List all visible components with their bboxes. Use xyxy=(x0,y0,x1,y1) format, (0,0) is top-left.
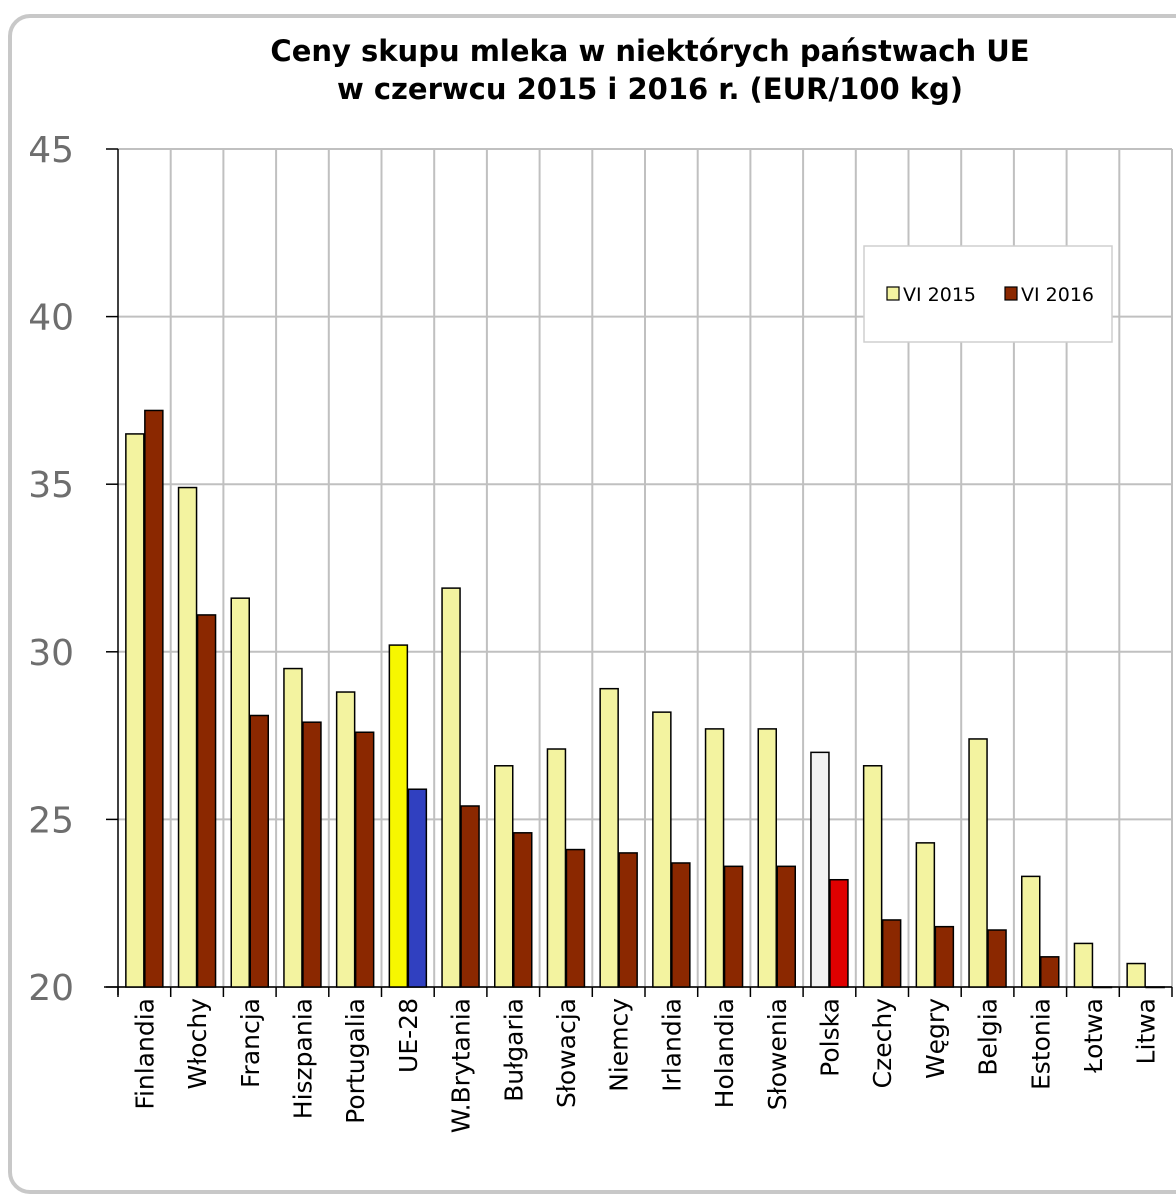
y-tick-label: 45 xyxy=(28,130,74,171)
bar-2015 xyxy=(388,644,409,988)
y-tick-label: 30 xyxy=(28,633,74,674)
bar-2016 xyxy=(460,805,480,988)
bar-2015 xyxy=(915,842,936,988)
bar-2016 xyxy=(302,721,322,988)
x-tick-label: UE-28 xyxy=(394,998,423,1073)
legend-label: VI 2015 xyxy=(903,284,976,306)
bar-2016 xyxy=(354,731,375,988)
y-tick-label: 40 xyxy=(28,298,74,339)
bar-2015 xyxy=(335,691,356,988)
y-tick-label: 20 xyxy=(28,968,74,1009)
x-tick-label: Finlandia xyxy=(130,998,159,1110)
bar-2016 xyxy=(618,852,638,988)
bar-2016 xyxy=(934,925,955,988)
x-tick-label: Litwa xyxy=(1132,998,1161,1064)
y-tick-label: 25 xyxy=(28,800,74,841)
legend-swatch xyxy=(1004,286,1018,301)
bar-2015 xyxy=(652,711,672,988)
x-tick-label: Bułgaria xyxy=(499,998,528,1102)
bar-2016 xyxy=(407,788,428,988)
chart-title-line1: Ceny skupu mleka w niektórych państwach … xyxy=(270,34,1030,68)
x-tick-label: Polska xyxy=(815,998,844,1077)
y-tick-label: 35 xyxy=(28,465,74,506)
x-tick-label: Czechy xyxy=(868,998,897,1089)
x-tick-label: Portugalia xyxy=(341,998,370,1124)
x-tick-label: Włochy xyxy=(183,998,212,1090)
bar-2016 xyxy=(249,714,269,988)
bar-2015 xyxy=(494,765,514,988)
bar-2016 xyxy=(1092,986,1113,989)
bar-2015 xyxy=(1021,875,1041,988)
chart-title: Ceny skupu mleka w niektórych państwach … xyxy=(240,32,1060,108)
bar-2015 xyxy=(968,738,988,988)
bar-2015 xyxy=(599,687,619,988)
x-tick-label: W.Brytania xyxy=(447,998,476,1133)
bar-2016 xyxy=(776,865,796,988)
bar-2015 xyxy=(546,748,567,988)
bar-2016 xyxy=(881,919,902,988)
legend-label: VI 2016 xyxy=(1021,284,1094,306)
x-tick-label: Estonia xyxy=(1026,998,1055,1090)
bar-2015 xyxy=(125,433,145,988)
x-tick-label: Niemcy xyxy=(605,998,634,1092)
bar-2016 xyxy=(1145,986,1165,989)
x-tick-label: Słowenia xyxy=(763,998,792,1110)
bar-2015 xyxy=(283,667,303,988)
chart-title-line2: w czerwcu 2015 i 2016 r. (EUR/100 kg) xyxy=(336,72,964,106)
bar-2015 xyxy=(757,728,777,988)
bar-2015 xyxy=(704,728,725,988)
legend-swatch xyxy=(886,286,900,301)
x-tick-label: Irlandia xyxy=(657,998,686,1092)
bar-2016 xyxy=(987,929,1007,988)
bar-2016 xyxy=(144,409,164,988)
legend-box xyxy=(863,245,1113,343)
bar-2016 xyxy=(671,862,691,988)
x-tick-label: Łotwa xyxy=(1079,998,1108,1074)
x-tick-label: Holandia xyxy=(710,998,739,1108)
bar-2016 xyxy=(513,832,533,988)
bar-2016 xyxy=(1040,956,1060,988)
bar-2016 xyxy=(565,848,586,988)
x-tick-label: Hiszpania xyxy=(288,998,317,1119)
x-tick-label: Belgia xyxy=(974,998,1003,1076)
bar-2015 xyxy=(177,486,198,988)
bar-2015 xyxy=(810,751,830,988)
bar-2015 xyxy=(1126,962,1146,988)
bar-2016 xyxy=(196,614,217,988)
bar-2016 xyxy=(829,878,849,988)
x-tick-label: Słowacja xyxy=(552,998,581,1108)
bar-2016 xyxy=(723,865,744,988)
bar-2015 xyxy=(441,587,461,988)
x-tick-label: Francja xyxy=(236,998,265,1088)
bar-2015 xyxy=(1073,942,1094,988)
bar-2015 xyxy=(230,597,250,988)
bar-2015 xyxy=(862,765,883,988)
x-tick-label: Węgry xyxy=(921,998,950,1079)
